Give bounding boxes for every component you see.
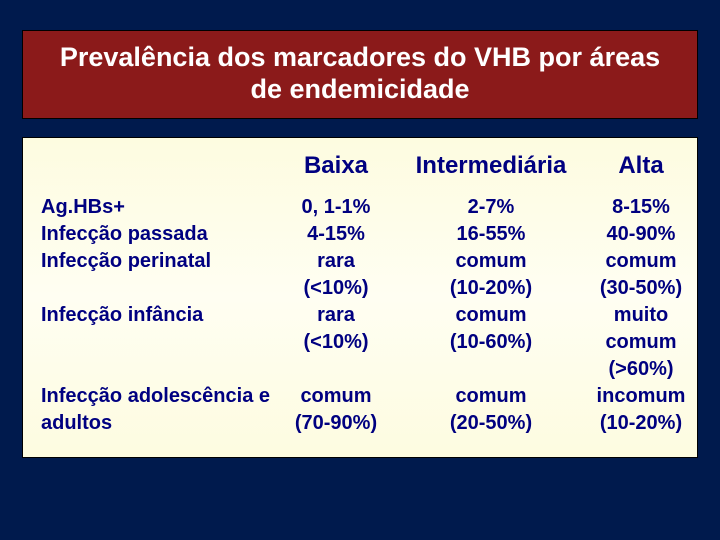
cell-baixa: rara (<10%) [271,248,401,302]
title-box: Prevalência dos marcadores do VHB por ár… [22,30,698,119]
row-label: Infecção infância [41,302,271,383]
cell-baixa: 0, 1-1% [271,194,401,221]
content-box: Baixa Intermediária Alta Ag.HBs+ 0, 1-1%… [22,137,698,458]
cell-alta: incomum (10-20%) [581,383,701,437]
slide: Prevalência dos marcadores do VHB por ár… [0,0,720,540]
cell-intermediaria: comum (10-20%) [401,248,581,302]
prevalence-table: Baixa Intermediária Alta Ag.HBs+ 0, 1-1%… [41,152,679,437]
cell-baixa: rara (<10%) [271,302,401,383]
row-label: Infecção perinatal [41,248,271,302]
cell-intermediaria: 2-7% [401,194,581,221]
col-header-blank [41,152,271,194]
row-label: Infecção adolescência e adultos [41,383,271,437]
cell-alta: 40-90% [581,221,701,248]
cell-intermediaria: comum (10-60%) [401,302,581,383]
cell-alta: 8-15% [581,194,701,221]
cell-baixa: comum (70-90%) [271,383,401,437]
slide-title: Prevalência dos marcadores do VHB por ár… [41,41,679,106]
col-header-baixa: Baixa [271,152,401,194]
cell-alta: muito comum (>60%) [581,302,701,383]
cell-alta: comum (30-50%) [581,248,701,302]
row-label: Infecção passada [41,221,271,248]
cell-intermediaria: comum (20-50%) [401,383,581,437]
col-header-alta: Alta [581,152,701,194]
cell-intermediaria: 16-55% [401,221,581,248]
col-header-intermediaria: Intermediária [401,152,581,194]
cell-baixa: 4-15% [271,221,401,248]
row-label: Ag.HBs+ [41,194,271,221]
